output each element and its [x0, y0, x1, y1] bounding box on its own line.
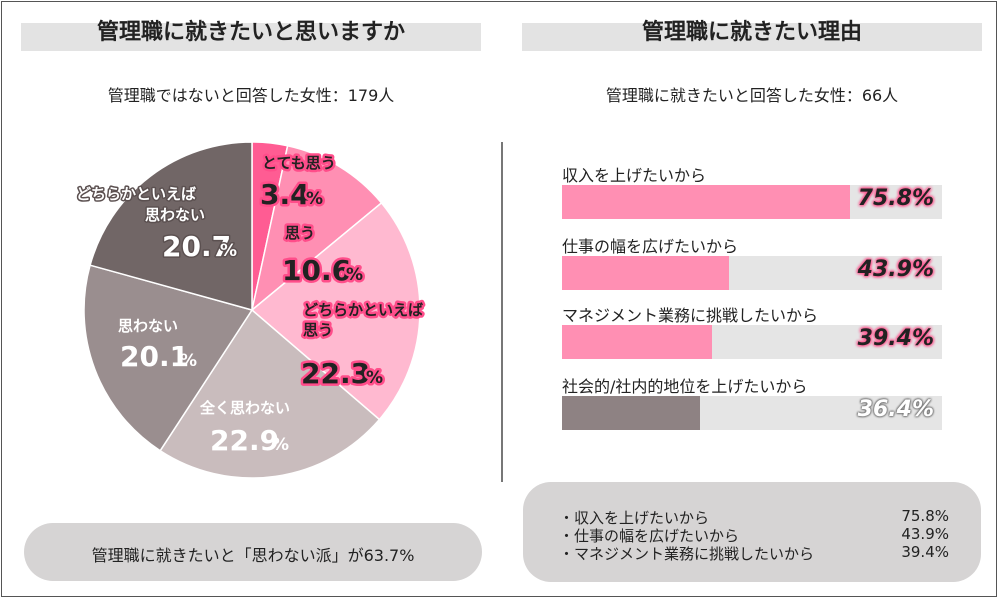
- pie-label-name-3: 全く思わない: [199, 399, 290, 417]
- pie-label-name-5: どちらかといえば: [76, 185, 196, 203]
- bar-value-label: 39.4%: [857, 326, 934, 351]
- pie-slice-5: [89, 141, 253, 311]
- pie-slice-4: [83, 264, 254, 452]
- summary-item-value: 39.4%: [901, 543, 949, 561]
- pie-label-name2-5: 思わない: [145, 206, 205, 224]
- pie-label-pct-1: %: [346, 265, 363, 285]
- left-heading-bar: [21, 23, 481, 51]
- bar-value-label: 75.8%: [857, 186, 934, 211]
- right-summary-pill: ・収入を上げたいから 75.8% ・仕事の幅を広げたいから 43.9% ・マネジ…: [523, 482, 981, 582]
- summary-item-label: ・仕事の幅を広げたいから: [559, 527, 740, 545]
- bar-fill: [562, 256, 729, 290]
- pie-label-num-0: 3.4: [260, 178, 310, 211]
- summary-item-label: ・収入を上げたいから: [559, 509, 710, 527]
- pie-label-num-5: 20.7: [162, 230, 231, 263]
- pie-label-pct-2: %: [366, 368, 383, 388]
- bar-category-label: 収入を上げたいから: [562, 166, 707, 185]
- summary-item-label: ・マネジメント業務に挑戦したいから: [559, 545, 815, 563]
- pie-label-num-2: 22.3: [301, 357, 370, 390]
- pie-chart: とても思う 3.4 % 思う 10.6 % どちらかといえば 思う 22.3 %…: [75, 141, 426, 479]
- left-summary-text: 管理職に就きたいと「思わない派」が63.7%: [91, 546, 415, 565]
- left-subtitle: 管理職ではないと回答した女性：179人: [107, 86, 395, 105]
- pie-label-name-1: 思う: [285, 224, 315, 242]
- pie-label-pct-3: %: [272, 435, 289, 455]
- bar-track: 36.4%: [562, 396, 942, 430]
- bar-category-label: マネジメント業務に挑戦したいから: [562, 306, 819, 325]
- panel-divider: [501, 142, 503, 482]
- bar-track: 75.8%: [562, 185, 942, 219]
- left-summary-pill: 管理職に就きたいと「思わない派」が63.7%: [24, 523, 482, 581]
- pie-slices: [83, 141, 421, 479]
- left-title: 管理職に就きたいと思いますか: [96, 20, 405, 45]
- right-title: 管理職に就きたい理由: [641, 20, 862, 45]
- pie-label-num-1: 10.6: [282, 254, 351, 287]
- bar-category-label: 仕事の幅を広げたいから: [562, 237, 739, 256]
- pie-label-name-4: 思わない: [118, 317, 178, 335]
- pie-label-pct-4: %: [180, 351, 197, 371]
- bar-track: 43.9%: [562, 256, 942, 290]
- bar-track: 39.4%: [562, 325, 942, 359]
- pie-label-pct-5: %: [220, 241, 237, 261]
- pie-slice-3: [159, 308, 381, 479]
- pie-label-name-2: どちらかといえば: [303, 301, 423, 319]
- bar-value-label: 43.9%: [857, 257, 934, 282]
- pie-label-pct-0: %: [306, 189, 323, 209]
- bar-value-label: 36.4%: [857, 397, 934, 422]
- pie-slice-2: [250, 201, 421, 421]
- right-subtitle: 管理職に就きたいと回答した女性：66人: [605, 86, 899, 105]
- pie-label-name-0: とても思う: [262, 154, 336, 172]
- pie-slice-1: [250, 144, 383, 312]
- bar-category-label: 社会的/社内的地位を上げたいから: [562, 377, 808, 396]
- right-heading-bar: [522, 23, 982, 51]
- pie-label-num-3: 22.9: [210, 424, 279, 457]
- bar-fill: [562, 185, 851, 219]
- summary-item-value: 75.8%: [901, 507, 949, 525]
- bar-fill: [562, 325, 712, 359]
- pie-label-name2-2: 思う: [303, 321, 333, 339]
- summary-item-value: 43.9%: [901, 525, 949, 543]
- pie-label-num-4: 20.1: [120, 340, 189, 373]
- bar-fill: [562, 396, 701, 430]
